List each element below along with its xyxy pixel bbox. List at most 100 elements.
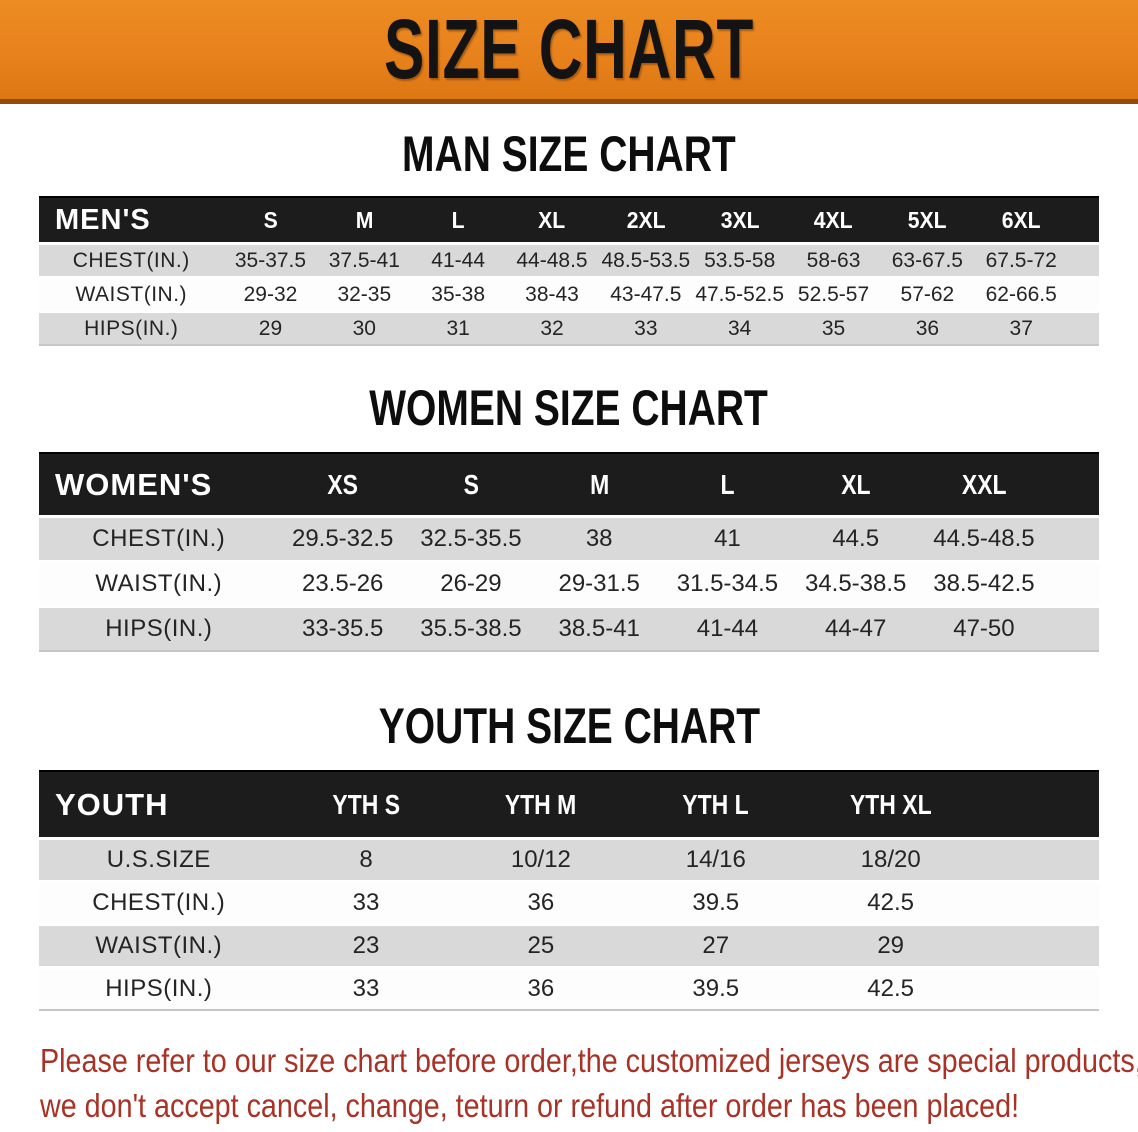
table-row: CHEST(IN.) 29.5-32.5 32.5-35.5 38 41 44.5 44.5… — [39, 515, 1099, 562]
row-label: WAIST(IN.) — [39, 560, 279, 607]
cell: 36 — [880, 310, 975, 346]
row-filler — [1068, 242, 1099, 278]
section-title-text: YOUTH SIZE CHART — [378, 698, 760, 754]
cell: 38-43 — [505, 276, 599, 312]
header-filler — [978, 770, 1099, 840]
cell: 36 — [453, 880, 629, 925]
cell: 47-50 — [919, 605, 1049, 652]
cell: 37 — [974, 310, 1069, 346]
row-label: WAIST(IN.) — [39, 923, 279, 968]
column-header: 2XL — [598, 196, 693, 245]
column-header: YTH L — [628, 770, 804, 840]
row-label: WAIST(IN.) — [39, 276, 224, 312]
cell: 32-35 — [317, 276, 412, 312]
column-header-text: XL — [538, 206, 566, 233]
men-size-table: MEN'S S M L XL 2XL 3XL 4XL 5XL 6XL CHEST(IN.) 35-37… — [39, 196, 1099, 346]
header-filler — [1068, 196, 1099, 245]
cell: 57-62 — [880, 276, 975, 312]
cell: 42.5 — [803, 966, 979, 1011]
cell: 30 — [317, 310, 412, 346]
column-header: YTH XL — [803, 770, 979, 840]
column-header: XXL — [919, 452, 1049, 518]
row-filler — [1048, 605, 1099, 652]
size-chart-section-women: WOMEN SIZE CHART WOMEN'S XS S M L XL XXL CHEST(I… — [0, 383, 1138, 652]
column-header-text: 5XL — [907, 206, 947, 233]
row-filler — [1068, 310, 1099, 346]
cell: 62-66.5 — [974, 276, 1069, 312]
cell: 38.5-42.5 — [919, 560, 1049, 607]
table-row: HIPS(IN.) 29 30 31 32 33 34 35 36 37 — [39, 310, 1099, 346]
column-header-text: S — [263, 206, 278, 233]
column-header: L — [663, 452, 792, 518]
column-header: YTH M — [453, 770, 629, 840]
column-header-text: 3XL — [720, 206, 760, 233]
cell: 67.5-72 — [974, 242, 1069, 278]
cell: 34 — [692, 310, 787, 346]
cell: 38 — [535, 515, 664, 562]
column-header-text: YTH M — [505, 788, 577, 820]
row-label: HIPS(IN.) — [39, 310, 224, 346]
table-row: WAIST(IN.) 23 25 27 29 — [39, 923, 1099, 968]
row-label: U.S.SIZE — [39, 837, 279, 882]
banner-title: SIZE CHART — [383, 2, 755, 96]
cell: 27 — [628, 923, 804, 968]
column-header: XS — [278, 452, 407, 518]
table-row: CHEST(IN.) 33 36 39.5 42.5 — [39, 880, 1099, 925]
cell: 44-48.5 — [505, 242, 599, 278]
column-header: S — [223, 196, 318, 245]
table-row: WAIST(IN.) 23.5-26 26-29 29-31.5 31.5-34.5 34… — [39, 560, 1099, 607]
cell: 33 — [598, 310, 693, 346]
cell: 29 — [223, 310, 318, 346]
row-label: HIPS(IN.) — [39, 605, 279, 652]
table-header-row: MEN'S S M L XL 2XL 3XL 4XL 5XL 6XL — [39, 196, 1099, 245]
column-header-text: 2XL — [626, 206, 666, 233]
column-header: 3XL — [692, 196, 787, 245]
column-header-text: YTH XL — [849, 788, 932, 820]
cell: 53.5-58 — [692, 242, 787, 278]
table-header-label: MEN'S — [39, 196, 224, 245]
column-header-text: XL — [841, 468, 871, 500]
cell: 23 — [278, 923, 454, 968]
cell: 39.5 — [628, 966, 804, 1011]
cell: 52.5-57 — [786, 276, 881, 312]
column-header: M — [317, 196, 412, 245]
column-header: 6XL — [974, 196, 1069, 245]
cell: 38.5-41 — [535, 605, 664, 652]
size-chart-banner: SIZE CHART — [0, 0, 1138, 104]
disclaimer-text: Please refer to our size chart before or… — [40, 1038, 1138, 1128]
cell: 14/16 — [628, 837, 804, 882]
cell: 44.5-48.5 — [919, 515, 1049, 562]
cell: 35-38 — [411, 276, 506, 312]
cell: 41-44 — [663, 605, 792, 652]
column-header-text: S — [463, 468, 479, 500]
section-title-text: MAN SIZE CHART — [402, 126, 736, 182]
table-row: U.S.SIZE 8 10/12 14/16 18/20 — [39, 837, 1099, 882]
table-header-label: WOMEN'S — [39, 452, 279, 518]
column-header-text: 4XL — [814, 206, 853, 233]
cell: 31 — [411, 310, 506, 346]
cell: 41-44 — [411, 242, 506, 278]
cell: 33-35.5 — [278, 605, 407, 652]
row-filler — [978, 966, 1099, 1011]
disclaimer-line-2: we don't accept cancel, change, teturn o… — [40, 1087, 1020, 1124]
column-header: 4XL — [786, 196, 881, 245]
cell: 29 — [803, 923, 979, 968]
cell: 36 — [453, 966, 629, 1011]
row-filler — [978, 837, 1099, 882]
column-header: 5XL — [880, 196, 975, 245]
row-filler — [978, 880, 1099, 925]
column-header-text: L — [720, 468, 735, 500]
cell: 10/12 — [453, 837, 629, 882]
cell: 35.5-38.5 — [406, 605, 536, 652]
cell: 18/20 — [803, 837, 979, 882]
column-header: XL — [505, 196, 599, 245]
cell: 29.5-32.5 — [278, 515, 407, 562]
column-header-text: XXL — [961, 468, 1007, 500]
column-header: XL — [791, 452, 920, 518]
table-header-label: YOUTH — [39, 770, 279, 840]
table-row: CHEST(IN.) 35-37.5 37.5-41 41-44 44-48.5 48.5… — [39, 242, 1099, 278]
cell: 63-67.5 — [880, 242, 975, 278]
women-size-table: WOMEN'S XS S M L XL XXL CHEST(IN.) 29.5-32.5 32.5… — [39, 452, 1099, 652]
section-title-text: WOMEN SIZE CHART — [369, 380, 769, 436]
size-chart-section-men: MAN SIZE CHART MEN'S S M L XL 2XL 3XL 4XL 5XL 6XL C… — [0, 129, 1138, 346]
